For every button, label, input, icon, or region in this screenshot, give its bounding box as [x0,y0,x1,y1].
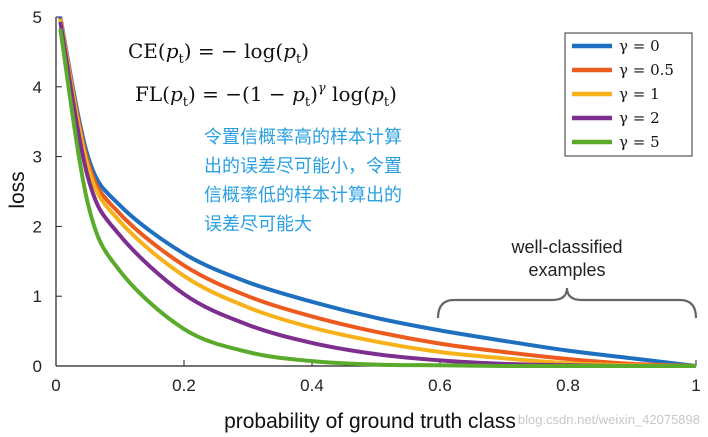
svg-text:CE(pt) = − log(pt): CE(pt) = − log(pt) [128,39,309,67]
legend-label: γ = 0.5 [619,61,674,79]
loss-curve-gamma-1 [58,18,697,368]
y-tick-label: 3 [33,148,42,167]
y-tick-label: 0 [33,357,42,376]
x-tick-label: 0 [51,376,60,395]
y-tick-label: 4 [33,78,42,97]
y-axis-label: loss [6,171,29,208]
legend-label: γ = 1 [619,85,660,103]
cn-annotation-line-1: 令置信概率高的样本计算 [204,127,402,148]
brace-label-line-1: well-classified [510,237,622,257]
loss-curve-gamma-5 [58,28,696,369]
legend-label: γ = 5 [619,133,660,151]
legend: γ = 0 γ = 0.5 γ = 1 γ = 2 γ = 5 [564,32,693,157]
x-axis-label: probability of ground truth class [224,410,516,433]
brace-label-line-2: examples [528,260,605,280]
curly-brace [436,287,698,319]
loss-curve-gamma-0-5 [58,18,697,368]
cn-annotation-line-2: 出的误差尽可能小，令置 [204,156,402,177]
x-tick-label: 0.2 [172,376,196,395]
x-tick-label: 1 [691,376,700,395]
watermark: blog.csdn.net/weixin_42075898 [518,412,700,427]
y-tick-label: 1 [33,287,42,306]
x-tick-label: 0.8 [556,376,580,395]
loss-curves [58,16,697,369]
formula-ce: CE(pt) = − log(pt) [128,39,309,67]
svg-text:FL(pt) = −(1 − pt)γ log(pt): FL(pt) = −(1 − pt)γ log(pt) [135,81,397,110]
x-tick-label: 0.6 [428,376,452,395]
x-tick-label: 0.4 [300,376,324,395]
legend-label: γ = 2 [619,109,660,127]
cn-annotation-line-4: 误差尽可能大 [204,214,312,235]
formula-fl: FL(pt) = −(1 − pt)γ log(pt) [135,81,397,110]
loss-curve-gamma-0 [58,16,697,368]
cn-annotation-line-3: 信概率低的样本计算出的 [204,185,402,206]
y-tick-label: 2 [33,217,42,236]
legend-label: γ = 0 [619,37,660,55]
y-tick-label: 5 [33,8,42,27]
